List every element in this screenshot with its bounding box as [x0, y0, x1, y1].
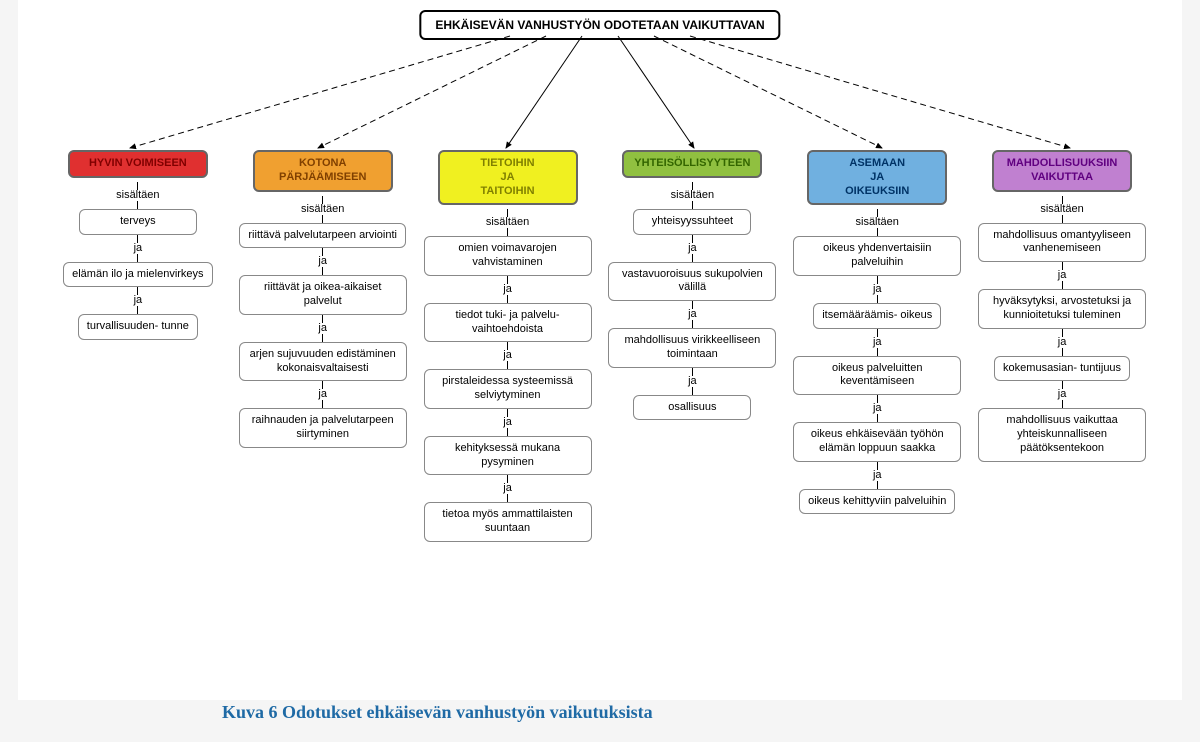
item-node: terveys — [79, 209, 197, 235]
category-node: KOTONAPÄRJÄÄMISEEN — [253, 150, 393, 192]
item-node: tietoa myös ammattilaisten suuntaan — [424, 502, 592, 542]
connector-label: sisältäen — [856, 217, 899, 228]
item-node: yhteisyyssuhteet — [633, 209, 751, 235]
connector-label: ja — [688, 309, 697, 320]
connector-label: ja — [134, 243, 143, 254]
root-label: EHKÄISEVÄN VANHUSTYÖN ODOTETAAN VAIKUTTA… — [435, 18, 764, 32]
item-node: osallisuus — [633, 395, 751, 421]
category-node: YHTEISÖLLISYYTEEN — [622, 150, 762, 178]
category-node: TIETOIHINJATAITOIHIN — [438, 150, 578, 205]
item-node: kehityksessä mukana pysyminen — [424, 436, 592, 476]
item-node: pirstaleidessa systeemissä selviytyminen — [424, 369, 592, 409]
connector-label: ja — [503, 483, 512, 494]
root-node: EHKÄISEVÄN VANHUSTYÖN ODOTETAAN VAIKUTTA… — [419, 10, 780, 40]
item-node: mahdollisuus vaikuttaa yhteiskunnallisee… — [978, 408, 1146, 461]
item-node: riittävät ja oikea-aikaiset palvelut — [239, 275, 407, 315]
connector-label: ja — [873, 470, 882, 481]
connector-label: ja — [873, 337, 882, 348]
connector-label: ja — [1058, 270, 1067, 281]
columns-container: HYVIN VOIMISEEN sisältäen terveys ja elämän … — [18, 150, 1182, 542]
connector-label: sisältäen — [671, 190, 714, 201]
item-node: oikeus palveluitten keventämiseen — [793, 356, 961, 396]
item-node: riittävä palvelutarpeen arviointi — [239, 223, 406, 249]
connector-label: ja — [503, 417, 512, 428]
item-node: raihnauden ja palvelutarpeen siirtyminen — [239, 408, 407, 448]
column: MAHDOLLISUUKSIINVAIKUTTAA sisältäen mahdol… — [977, 150, 1147, 542]
item-node: hyväksytyksi, arvostetuksi ja kunnioitet… — [978, 289, 1146, 329]
item-node: mahdollisuus omantyyliseen vanhenemiseen — [978, 223, 1146, 263]
category-node: ASEMAANJAOIKEUKSIIN — [807, 150, 947, 205]
column: YHTEISÖLLISYYTEEN sisältäen yhteisyyssuhte… — [607, 150, 777, 542]
connector-label: ja — [318, 389, 327, 400]
item-node: vastavuoroisuus sukupolvien välillä — [608, 262, 776, 302]
connector-label: ja — [688, 376, 697, 387]
diagram-canvas: EHKÄISEVÄN VANHUSTYÖN ODOTETAAN VAIKUTTA… — [18, 0, 1182, 700]
connector-label: sisältäen — [1040, 204, 1083, 215]
connector-label: sisältäen — [116, 190, 159, 201]
connector-label: sisältäen — [486, 217, 529, 228]
item-node: kokemusasian- tuntijuus — [994, 356, 1130, 382]
item-node: oikeus ehkäisevään työhön elämän loppuun… — [793, 422, 961, 462]
connector-label: ja — [503, 350, 512, 361]
connector-label: ja — [873, 284, 882, 295]
connector-label: ja — [1058, 389, 1067, 400]
connector-label: ja — [1058, 337, 1067, 348]
column: KOTONAPÄRJÄÄMISEEN sisältäen riittävä palv… — [238, 150, 408, 542]
item-node: oikeus kehittyviin palveluihin — [799, 489, 955, 515]
item-node: elämän ilo ja mielenvirkeys — [63, 262, 212, 288]
item-node: turvallisuuden- tunne — [78, 314, 198, 340]
item-node: omien voimavarojen vahvistaminen — [424, 236, 592, 276]
item-node: arjen sujuvuuden edistäminen kokonaisval… — [239, 342, 407, 382]
item-node: tiedot tuki- ja palvelu- vaihtoehdoista — [424, 303, 592, 343]
category-node: MAHDOLLISUUKSIINVAIKUTTAA — [992, 150, 1132, 192]
connector-label: ja — [318, 323, 327, 334]
connector-label: ja — [873, 403, 882, 414]
connector-label: ja — [688, 243, 697, 254]
connector-label: ja — [503, 284, 512, 295]
category-node: HYVIN VOIMISEEN — [68, 150, 208, 178]
figure-caption: Kuva 6 Odotukset ehkäisevän vanhustyön v… — [222, 702, 653, 723]
item-node: itsemääräämis- oikeus — [813, 303, 941, 329]
column: TIETOIHINJATAITOIHIN sisältäen omien voima… — [423, 150, 593, 542]
connector-label: sisältäen — [301, 204, 344, 215]
column: HYVIN VOIMISEEN sisältäen terveys ja elämän … — [53, 150, 223, 542]
column: ASEMAANJAOIKEUKSIIN sisältäen oikeus yhden… — [792, 150, 962, 542]
item-node: oikeus yhdenvertaisiin palveluihin — [793, 236, 961, 276]
connector-label: ja — [134, 295, 143, 306]
connector-label: ja — [318, 256, 327, 267]
item-node: mahdollisuus virikkeelliseen toimintaan — [608, 328, 776, 368]
